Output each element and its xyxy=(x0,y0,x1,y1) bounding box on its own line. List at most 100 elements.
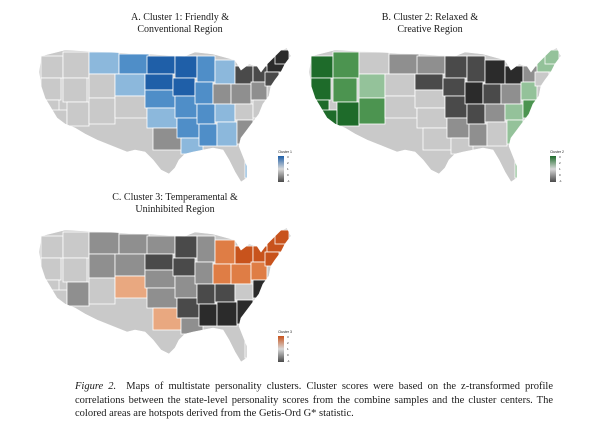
map-cluster-3 xyxy=(38,227,292,363)
panel-a-title: A. Cluster 1: Friendly & Conventional Re… xyxy=(85,12,275,36)
state-region xyxy=(62,51,90,79)
state-region xyxy=(88,253,116,279)
panel-c-title: C. Cluster 3: Temperamental & Uninhibite… xyxy=(65,192,285,216)
state-region xyxy=(264,71,280,87)
legend-color-bar xyxy=(278,336,284,362)
state-region xyxy=(88,97,116,125)
state-region xyxy=(274,229,290,245)
state-region xyxy=(88,231,120,255)
map-cluster-2 xyxy=(308,47,562,183)
legend-tick-label: -1 xyxy=(559,179,562,183)
state-region xyxy=(118,53,150,75)
state-region xyxy=(274,49,290,65)
state-region xyxy=(146,287,178,309)
legend-tick-label: -1 xyxy=(287,359,290,363)
state-region xyxy=(212,263,232,285)
state-region xyxy=(234,245,254,265)
state-region xyxy=(358,97,386,125)
state-region xyxy=(174,55,198,79)
state-region xyxy=(194,81,214,105)
state-region xyxy=(146,107,178,129)
state-region xyxy=(230,263,252,285)
legend-cluster-3: Cluster 3 3 2 1 0 -1 xyxy=(278,330,298,366)
state-region xyxy=(244,143,254,179)
legend-tick-label: 2 xyxy=(287,341,289,345)
figure-caption-text: Maps of multistate personality clusters.… xyxy=(75,381,553,419)
panel-c-title-line1: C. Cluster 3: Temperamental & xyxy=(112,192,238,203)
state-region xyxy=(544,49,560,65)
state-region xyxy=(88,277,116,305)
legend-tick-label: 3 xyxy=(559,155,561,159)
state-region xyxy=(172,77,196,97)
state-region xyxy=(114,253,146,277)
state-region xyxy=(114,73,146,97)
state-region xyxy=(486,121,508,147)
state-region xyxy=(44,109,68,131)
legend-cluster-1: Cluster 1 3 2 1 0 -1 xyxy=(278,150,298,186)
legend-tick-label: 3 xyxy=(287,155,289,159)
panel-c-title-line2: Uninhibited Region xyxy=(135,204,215,215)
state-region xyxy=(520,81,538,101)
state-region xyxy=(114,95,148,119)
legend-title: Cluster 2 xyxy=(550,150,565,154)
figure-caption: Figure 2. Maps of multistate personality… xyxy=(75,380,553,421)
state-region xyxy=(198,303,218,327)
state-region xyxy=(466,103,486,125)
state-region xyxy=(66,281,90,307)
state-region xyxy=(144,89,176,109)
state-region xyxy=(176,117,200,139)
panel-b-title-line1: B. Cluster 2: Relaxed & xyxy=(381,12,479,23)
state-region xyxy=(146,235,176,255)
panel-b-title-line2: Creative Region xyxy=(397,24,463,35)
state-region xyxy=(388,53,420,75)
state-region xyxy=(504,65,524,85)
state-region xyxy=(468,123,488,147)
state-region xyxy=(88,73,116,99)
state-region xyxy=(146,55,176,75)
state-region xyxy=(236,299,254,325)
state-region xyxy=(44,289,68,311)
state-region xyxy=(62,77,88,103)
state-region xyxy=(212,83,232,105)
state-region xyxy=(234,103,254,121)
state-region xyxy=(464,81,484,105)
state-region xyxy=(504,103,524,121)
state-region xyxy=(252,99,268,119)
state-region xyxy=(444,95,468,119)
state-region xyxy=(196,55,216,83)
state-region xyxy=(414,73,444,91)
legend-tick-label: 1 xyxy=(287,167,289,171)
state-region xyxy=(196,103,216,125)
state-region xyxy=(310,77,332,101)
state-region xyxy=(358,51,390,75)
panel-a-title-line1: A. Cluster 1: Friendly & xyxy=(130,12,230,23)
state-region xyxy=(264,251,280,267)
us-outline xyxy=(38,227,292,363)
legend-color-bar xyxy=(550,156,556,182)
state-region xyxy=(144,269,176,289)
state-region xyxy=(236,119,254,145)
state-region xyxy=(446,117,470,139)
figure-label: Figure 2. xyxy=(75,381,117,392)
state-region xyxy=(482,83,502,105)
state-region xyxy=(214,239,236,265)
state-region xyxy=(214,103,236,123)
state-region xyxy=(484,103,506,123)
legend-title: Cluster 3 xyxy=(278,330,293,334)
state-region xyxy=(332,51,360,79)
legend-tick-label: 1 xyxy=(287,347,289,351)
state-region xyxy=(466,55,486,83)
legend-tick-label: 3 xyxy=(287,335,289,339)
state-region xyxy=(234,65,254,85)
state-region xyxy=(332,77,358,103)
state-region xyxy=(314,109,338,131)
state-region xyxy=(244,323,254,359)
state-region xyxy=(144,253,174,271)
state-region xyxy=(384,73,416,97)
legend-tick-label: -1 xyxy=(287,179,290,183)
state-region xyxy=(174,95,198,119)
state-region xyxy=(40,77,62,101)
state-region xyxy=(88,51,120,75)
state-region xyxy=(174,235,198,259)
state-region xyxy=(336,101,360,127)
